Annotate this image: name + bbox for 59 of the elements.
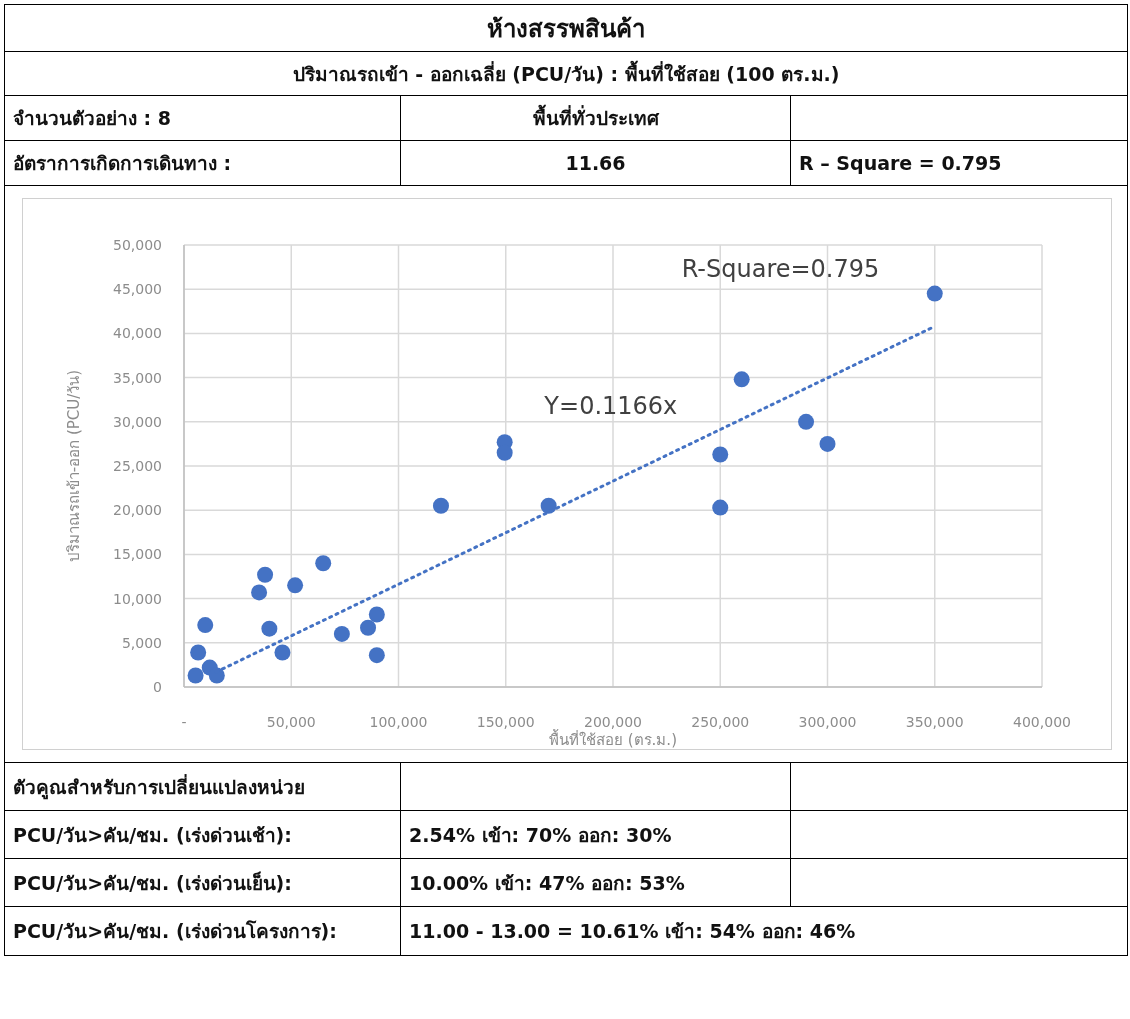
y-tick-label: 20,000 (113, 502, 162, 519)
point (712, 499, 729, 516)
point (819, 435, 836, 452)
point (261, 620, 278, 637)
text: 2.54% เข้า: 70% ออก: 30% (409, 822, 672, 848)
text: 10.00% เข้า: 47% ออก: 53% (409, 870, 685, 896)
point (190, 644, 207, 661)
point (368, 606, 385, 623)
x-tick-label: 350,000 (905, 714, 964, 730)
point (257, 566, 274, 583)
y-tick-label: 45,000 (113, 281, 162, 298)
point (197, 617, 214, 634)
point (360, 619, 377, 636)
point (333, 625, 350, 642)
point (287, 577, 304, 594)
point (274, 644, 291, 661)
text: ตัวคูณสำหรับการเปลี่ยนแปลงหน่วย (13, 773, 305, 802)
x-tick-label: 200,000 (584, 714, 642, 730)
text: 11.66 (565, 152, 626, 174)
text: PCU/วัน>คัน/ชม. (เร่งด่วนโครงการ): (13, 919, 337, 944)
point (208, 667, 225, 684)
y-tick-label: 5,000 (121, 634, 162, 651)
y-tick-label: 40,000 (113, 325, 162, 342)
x-tick-label: 250,000 (691, 714, 750, 730)
point (368, 647, 385, 664)
point (187, 667, 204, 684)
title: ห้างสรรพสินค้า (487, 13, 645, 45)
x-tick-label: - (181, 714, 187, 730)
y-tick-label: 50,000 (113, 237, 162, 253)
y-tick-label: 15,000 (113, 546, 162, 563)
y-tick-label: 25,000 (113, 458, 162, 474)
text: PCU/วัน>คัน/ชม. (เร่งด่วนเย็น): (13, 870, 292, 896)
y-tick-label: 0 (153, 679, 162, 695)
y-tick-label: 30,000 (113, 413, 162, 430)
x-tick-label: 400,000 (1013, 714, 1071, 730)
text: 11.00 - 13.00 = 10.61% เข้า: 54% ออก: 46% (409, 919, 856, 944)
x-tick-label: 300,000 (798, 714, 857, 730)
point (712, 446, 729, 463)
text: จำนวนตัวอย่าง : 8 (13, 106, 172, 131)
y-axis-title: ปริมาณรถเข้า-ออก (PCU/วัน) (65, 369, 83, 563)
y-tick-label: 35,000 (113, 369, 162, 386)
x-tick-label: 150,000 (476, 714, 535, 730)
point (315, 555, 332, 572)
annotation: Y=0.1166x (543, 392, 678, 421)
text: อัตราการเกิดการเดินทาง : (13, 151, 232, 176)
text: PCU/วัน>คัน/ชม. (เร่งด่วนเช้า): (13, 822, 292, 848)
point (798, 413, 815, 430)
x-tick-label: 50,000 (266, 714, 316, 730)
point (926, 285, 943, 302)
x-axis-title: พื้นที่ใช้สอย (ตร.ม.) (548, 729, 678, 749)
y-tick-label: 10,000 (113, 590, 162, 607)
x-tick-label: 100,000 (369, 714, 428, 730)
subtitle: ปริมาณรถเข้า - ออกเฉลี่ย (PCU/วัน) : พื้นที่ใช้สอย (100 ตร.ม.) (292, 59, 840, 87)
point (432, 497, 449, 514)
annotation: R-Square=0.795 (681, 255, 880, 284)
text: R – Square = 0.795 (799, 152, 1002, 174)
point (733, 371, 750, 388)
text: พื้นที่ทั่วประเทศ (532, 103, 659, 131)
point (251, 584, 268, 601)
